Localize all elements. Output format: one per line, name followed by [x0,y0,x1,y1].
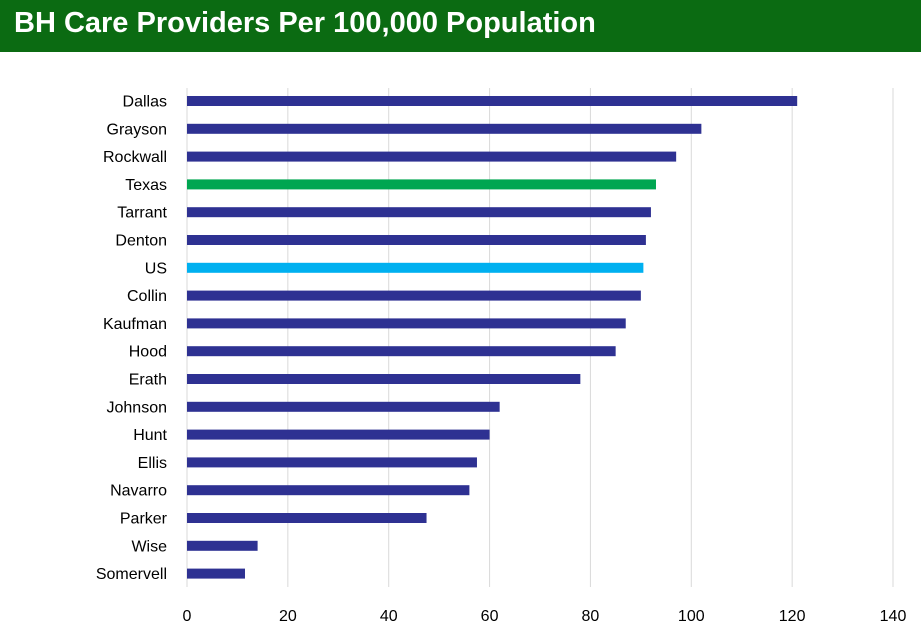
category-label-collin: Collin [127,288,167,305]
category-label-johnson: Johnson [107,399,168,416]
category-label-texas: Texas [125,177,167,194]
category-label-parker: Parker [120,511,168,528]
category-label-us: US [145,260,167,277]
bar-navarro [187,485,470,496]
bar-kaufman [187,318,626,329]
category-label-denton: Denton [115,233,167,250]
x-tick-label-20: 20 [279,608,297,625]
category-label-somervell: Somervell [96,566,167,583]
category-label-wise: Wise [131,538,167,555]
bar-collin [187,290,641,301]
title-bar: BH Care Providers Per 100,000 Population [0,0,921,52]
bar-texas [187,179,656,190]
bar-johnson [187,401,500,412]
bar-ellis [187,457,477,468]
category-label-rockwall: Rockwall [103,149,167,166]
bar-parker [187,513,427,523]
bar-grayson [187,123,702,134]
bar-dallas [187,96,798,106]
x-tick-label-40: 40 [380,608,398,625]
page-title: BH Care Providers Per 100,000 Population [14,7,596,39]
category-label-tarrant: Tarrant [117,205,167,222]
category-label-erath: Erath [129,372,167,389]
bar-wise [187,540,258,551]
bar-us [187,262,644,273]
category-label-grayson: Grayson [107,121,167,138]
bar-tarrant [187,207,651,218]
category-label-dallas: Dallas [123,94,167,111]
category-label-hood: Hood [129,344,167,361]
category-label-hunt: Hunt [133,427,167,444]
bar-somervell [187,568,245,579]
category-label-ellis: Ellis [138,455,167,472]
bar-rockwall [187,151,677,162]
x-tick-label-140: 140 [880,608,907,625]
bar-chart: 0 20 40 60 80 100 120 140 Dallas Grayson Rockwall T… [96,88,907,625]
x-tick-label-120: 120 [779,608,806,625]
bar-hunt [187,429,490,440]
bar-erath [187,374,581,384]
x-tick-label-80: 80 [582,608,600,625]
category-label-navarro: Navarro [110,483,167,500]
x-tick-label-0: 0 [183,608,192,625]
category-label-kaufman: Kaufman [103,316,167,333]
bar-hood [187,346,616,357]
x-tick-label-100: 100 [678,608,705,625]
x-tick-label-60: 60 [481,608,499,625]
bar-denton [187,235,646,245]
